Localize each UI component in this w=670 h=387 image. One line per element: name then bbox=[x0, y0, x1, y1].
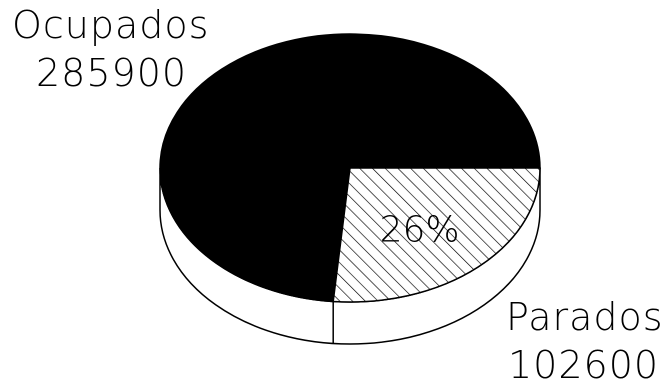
slice-label-parados: Parados bbox=[506, 295, 664, 339]
pie-slice-parados bbox=[332, 167, 541, 303]
pie-percent-label: 26% bbox=[380, 209, 460, 250]
slice-value-ocupados: 285900 bbox=[36, 51, 188, 95]
slice-value-parados: 102600 bbox=[508, 343, 660, 387]
slice-label-ocupados: Ocupados bbox=[12, 3, 210, 47]
